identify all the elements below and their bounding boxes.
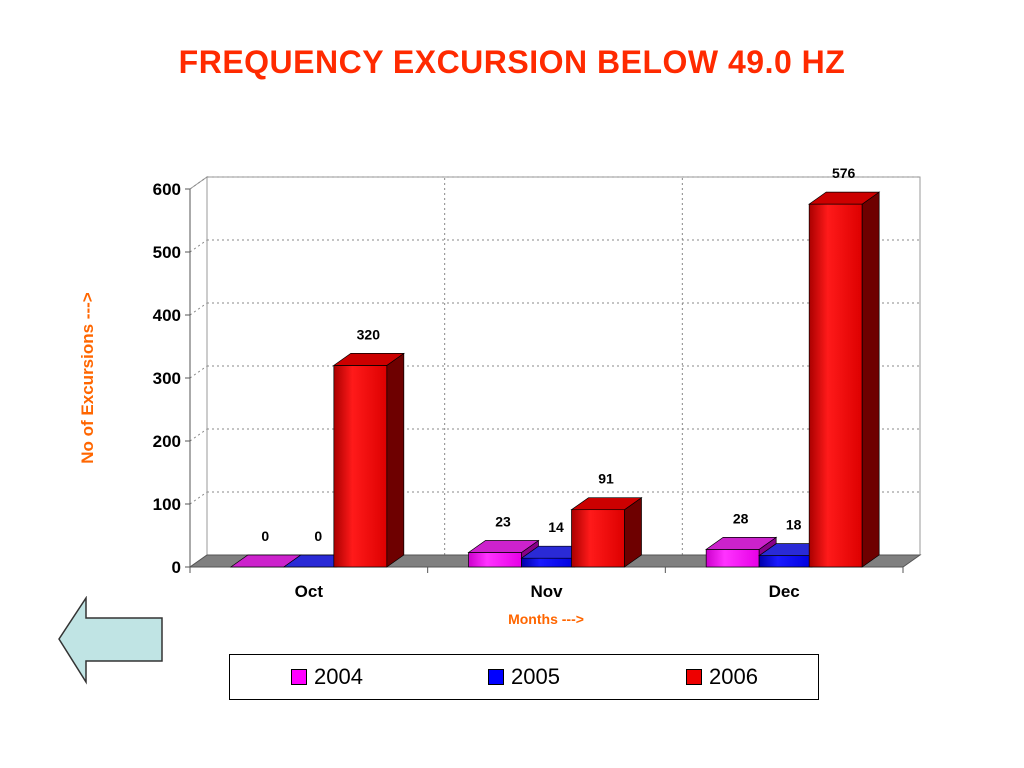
bar-2004-dec bbox=[705, 549, 760, 568]
y-tick-label: 500 bbox=[153, 243, 181, 262]
chart-legend: 2004 2005 2006 bbox=[229, 654, 819, 700]
bar-2005-nov bbox=[521, 557, 575, 568]
data-label: 28 bbox=[733, 510, 749, 526]
page-title: FREQUENCY EXCURSION BELOW 49.0 HZ bbox=[178, 44, 846, 80]
x-tick-label: Oct bbox=[295, 582, 324, 601]
legend-label-2004: 2004 bbox=[314, 664, 363, 689]
bar-2006-dec bbox=[808, 203, 863, 568]
data-label: 14 bbox=[548, 519, 564, 535]
bar-2006-oct-side bbox=[386, 352, 405, 568]
y-gridline bbox=[189, 491, 208, 505]
data-label: 0 bbox=[261, 528, 269, 544]
y-gridline bbox=[189, 428, 208, 442]
y-tick-label: 400 bbox=[153, 306, 181, 325]
left-arrow-icon bbox=[58, 595, 163, 685]
legend-label-2006: 2006 bbox=[709, 664, 758, 689]
data-label: 23 bbox=[495, 514, 511, 530]
y-tick-label: 0 bbox=[172, 558, 181, 577]
bar-2006-nov-top bbox=[570, 497, 643, 511]
legend-swatch-2004 bbox=[291, 669, 307, 685]
data-label: 0 bbox=[314, 528, 322, 544]
y-gridline bbox=[189, 365, 208, 379]
data-label: 18 bbox=[786, 517, 802, 533]
y-gridline bbox=[189, 302, 208, 316]
data-label: 91 bbox=[598, 471, 614, 487]
y-gridline bbox=[189, 239, 208, 253]
bar-2006-dec-side bbox=[861, 191, 880, 568]
data-label: 576 bbox=[832, 165, 856, 181]
legend-swatch-2005 bbox=[488, 669, 504, 685]
bar-2006-nov bbox=[571, 509, 625, 568]
data-label: 320 bbox=[357, 326, 381, 342]
y-tick-label: 100 bbox=[153, 495, 181, 514]
x-tick-label: Dec bbox=[769, 582, 800, 601]
bar-2006-oct bbox=[333, 365, 388, 568]
y-tick-label: 200 bbox=[153, 432, 181, 451]
bar-2004-dec-top bbox=[705, 537, 778, 550]
legend-item-2006: 2006 bbox=[686, 664, 758, 689]
bar-2005-dec bbox=[758, 555, 813, 568]
bar-chart: 0 100 200 300 400 500 600 Oct Nov Dec 0 23 28 0 14 18 32… bbox=[153, 165, 922, 601]
legend-item-2005: 2005 bbox=[488, 664, 560, 689]
legend-item-2004: 2004 bbox=[291, 664, 363, 689]
x-tick-label: Nov bbox=[530, 582, 563, 601]
bar-2004-nov-top bbox=[467, 540, 540, 553]
legend-swatch-2006 bbox=[686, 669, 702, 685]
y-gridline bbox=[189, 176, 208, 190]
bar-2004-nov bbox=[468, 552, 522, 568]
bar-2006-dec-top bbox=[808, 191, 881, 205]
x-axis-label: Months ---> bbox=[508, 611, 584, 627]
bar-2006-oct-top bbox=[332, 353, 405, 366]
legend-label-2005: 2005 bbox=[511, 664, 560, 689]
back-arrow-button[interactable] bbox=[58, 595, 166, 691]
y-tick-label: 600 bbox=[153, 180, 181, 199]
y-tick-label: 300 bbox=[153, 369, 181, 388]
